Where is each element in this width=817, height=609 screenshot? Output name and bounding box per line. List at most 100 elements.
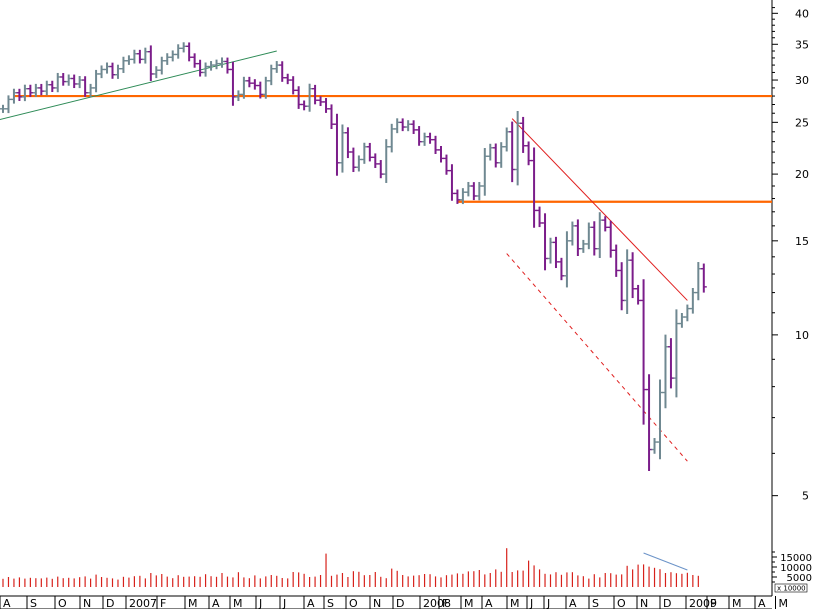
ohlc-bar (16, 88, 23, 101)
price-tick-label: 30 (795, 74, 809, 87)
ohlc-bar (317, 96, 324, 107)
ohlc-bar (405, 120, 412, 132)
volume-scale-label: x 10000 (777, 585, 806, 593)
time-tick-label: J (546, 597, 550, 609)
ohlc-bar (21, 84, 28, 102)
ohlc-bar (531, 147, 538, 228)
ohlc-bar (301, 100, 308, 111)
ohlc-bar (383, 139, 390, 183)
ohlc-bar (273, 61, 280, 73)
ohlc-bar (421, 132, 428, 146)
ohlc-bar (43, 80, 50, 96)
time-tick-label: D (663, 597, 671, 609)
time-tick-label: F (710, 597, 716, 609)
ohlc-bar (536, 206, 543, 228)
ohlc-bar (640, 279, 647, 425)
ohlc-bar (372, 153, 379, 168)
volume-bars (2, 548, 699, 587)
ohlc-bar (191, 53, 198, 68)
ohlc-bar (82, 76, 89, 97)
time-tick-label: N (83, 597, 91, 609)
ohlc-bar (142, 47, 149, 64)
time-tick-label: J (258, 597, 262, 609)
ohlc-bar (54, 72, 61, 93)
price-bars (0, 42, 707, 472)
time-tick-label: F (160, 597, 166, 609)
time-tick-label: S (592, 597, 599, 609)
ohlc-bar (328, 104, 335, 130)
ohlc-bar (481, 148, 488, 196)
ohlc-bar (295, 86, 302, 109)
ohlc-bar (503, 127, 510, 152)
ohlc-bar (509, 121, 516, 183)
ohlc-bar (114, 64, 121, 79)
channel-line-dashed (506, 253, 688, 462)
time-tick-label: A (3, 597, 11, 609)
time-tick-label: J (282, 597, 286, 609)
ohlc-bar (0, 104, 6, 113)
time-tick-label: 2009 (689, 597, 717, 609)
ohlc-bar (618, 262, 625, 311)
ohlc-bar (657, 379, 663, 460)
time-tick-label: M (233, 597, 243, 609)
ohlc-bar (208, 61, 215, 71)
ohlc-bar (470, 182, 477, 201)
ohlc-bar (251, 79, 258, 90)
time-tick-label: A (758, 597, 766, 609)
ohlc-bar (268, 64, 275, 86)
ohlc-bar (607, 220, 614, 258)
ohlc-bar (60, 73, 67, 86)
price-tick-label: 15 (795, 235, 809, 248)
ohlc-bar (323, 98, 330, 113)
time-tick-label: D (106, 597, 114, 609)
ohlc-bar (689, 287, 696, 314)
time-tick-label: M (732, 597, 742, 609)
ohlc-bar (635, 284, 642, 305)
ohlc-bar (109, 62, 116, 79)
trend-lines (0, 50, 772, 571)
ohlc-bar (525, 141, 532, 166)
ohlc-bar (38, 83, 45, 96)
time-tick-label: O (617, 597, 626, 609)
price-tick-label: 35 (795, 38, 809, 51)
ohlc-bar (169, 50, 176, 62)
ohlc-bar (596, 212, 603, 258)
ohlc-bar (492, 143, 499, 168)
ohlc-bar (246, 76, 253, 88)
ohlc-bar (602, 216, 609, 232)
ohlc-bar (427, 132, 434, 144)
ohlc-bar (333, 113, 340, 176)
ohlc-bar (350, 147, 357, 173)
ohlc-bar (443, 154, 450, 175)
volume-tick-label: 15000 (780, 553, 812, 564)
ohlc-bar (629, 252, 636, 299)
ohlc-bar (377, 160, 384, 179)
ohlc-bar (399, 118, 406, 132)
ohlc-bar (339, 124, 346, 173)
ohlc-bar (219, 57, 225, 68)
time-tick-label: S (30, 597, 37, 609)
ohlc-bar (662, 334, 669, 409)
time-tick-label: O (349, 597, 358, 609)
ohlc-bar (5, 95, 12, 114)
ohlc-bar (71, 74, 78, 89)
ohlc-bar (180, 42, 187, 53)
time-tick-label: A (212, 597, 220, 609)
ohlc-bar (147, 45, 154, 82)
ohlc-bar (175, 44, 182, 59)
ohlc-bar (416, 126, 423, 146)
ohlc-bar (65, 74, 72, 86)
ohlc-bar (344, 127, 351, 159)
ohlc-bar (646, 374, 653, 472)
ohlc-bar (136, 49, 143, 64)
ohlc-bar (520, 116, 527, 153)
ohlc-bar (410, 120, 417, 134)
ohlc-bar (569, 221, 576, 246)
ohlc-bar (465, 181, 472, 197)
ohlc-bar (673, 309, 680, 398)
ohlc-bar (361, 142, 368, 164)
